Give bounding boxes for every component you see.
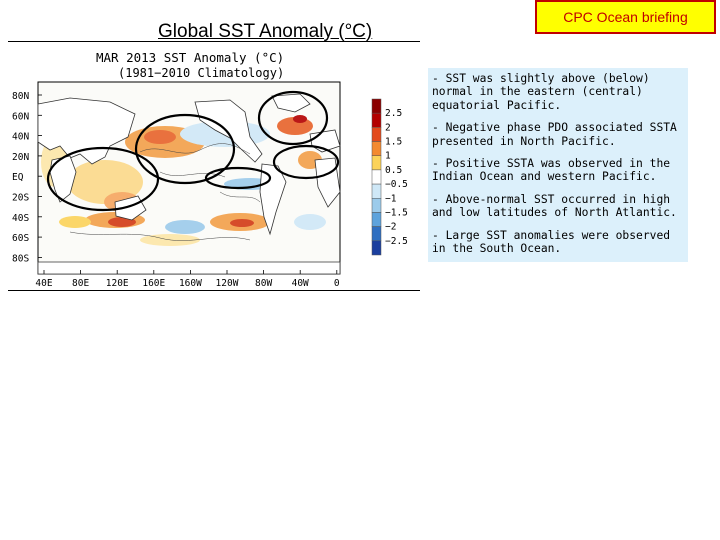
note-item: - SST was slightly above (below) normal … xyxy=(432,72,650,112)
colorbar-segment xyxy=(371,240,382,256)
highlight-circle-equatorial-pacific xyxy=(204,166,272,190)
colorbar-label: −1 xyxy=(385,193,397,204)
highlight-circle-indian-ocean xyxy=(46,146,160,212)
lat-label: 20N xyxy=(12,152,29,163)
highlight-circles xyxy=(46,90,340,212)
lon-label: 0 xyxy=(334,278,340,289)
highlight-circle-tropical-atlantic xyxy=(272,144,340,180)
colorbar-label: 2 xyxy=(385,122,391,133)
lon-label: 80W xyxy=(255,278,272,289)
lat-label: 60N xyxy=(12,111,29,122)
colorbar-segment xyxy=(371,112,382,128)
colorbar-label: −0.5 xyxy=(385,179,408,190)
colorbar-segment xyxy=(371,155,382,171)
lat-label: 60S xyxy=(12,233,29,244)
map-panel xyxy=(37,81,341,275)
colorbar-segment xyxy=(371,198,382,213)
sst-anomaly-map: MAR 2013 SST Anomaly (°C) (1981−2010 Cli… xyxy=(12,50,408,289)
colorbar-segment xyxy=(371,98,382,114)
colorbar-segment xyxy=(371,127,382,142)
colorbar-label: −1.5 xyxy=(385,207,408,218)
colorbar-label: 0.5 xyxy=(385,165,402,176)
colorbar-label: 1.5 xyxy=(385,137,402,148)
note-item: - Positive SSTA was observed in the Indi… xyxy=(432,157,671,184)
slide-title: Global SST Anomaly (°C) xyxy=(158,21,373,42)
colorbar: 2.5 2 1.5 1 0.5 −0.5 −1 −1.5 −2 −2.5 xyxy=(371,98,408,256)
lat-label: 80S xyxy=(12,253,29,264)
lon-label: 40E xyxy=(35,278,52,289)
note-item: - Negative phase PDO associated SSTA pre… xyxy=(432,121,677,148)
longitude-axis: 40E 80E 120E 160E 160W 120W 80W 40W 0 xyxy=(35,270,340,289)
colorbar-label: −2.5 xyxy=(385,236,408,247)
map-title: MAR 2013 SST Anomaly (°C) xyxy=(96,50,284,65)
summary-notes: - SST was slightly above (below) normal … xyxy=(428,68,688,262)
highlight-circle-north-atlantic xyxy=(257,90,329,146)
lon-label: 40W xyxy=(292,278,309,289)
map-subtitle: (1981−2010 Climatology) xyxy=(118,66,284,80)
lat-label: 80N xyxy=(12,91,29,102)
colorbar-label: 1 xyxy=(385,151,391,162)
briefing-badge: CPC Ocean briefing xyxy=(535,0,716,34)
colorbar-segment xyxy=(371,226,382,242)
colorbar-segment xyxy=(371,169,382,185)
figure-divider-bottom xyxy=(8,290,420,291)
highlight-circle-north-pacific xyxy=(134,113,236,185)
colorbar-segment xyxy=(371,212,382,227)
note-item: - Above-normal SST occurred in high and … xyxy=(432,192,677,220)
note-item: - Large SST anomalies were observed in t… xyxy=(432,228,671,256)
lat-label: 40S xyxy=(12,213,29,224)
lon-label: 160W xyxy=(179,278,202,289)
colorbar-segment xyxy=(371,183,382,199)
colorbar-label: 2.5 xyxy=(385,108,402,119)
latitude-axis: 80N 60N 40N 20N EQ 20S 40S 60S 80S xyxy=(12,91,42,264)
title-divider-top xyxy=(8,41,420,42)
lon-label: 80E xyxy=(72,278,89,289)
lat-label: EQ xyxy=(12,172,24,183)
lat-label: 20S xyxy=(12,193,29,204)
lon-label: 160E xyxy=(142,278,165,289)
lat-label: 40N xyxy=(12,132,29,143)
colorbar-label: −2 xyxy=(385,222,396,233)
lon-label: 120E xyxy=(106,278,129,289)
lon-label: 120W xyxy=(216,278,239,289)
colorbar-segment xyxy=(371,141,382,156)
